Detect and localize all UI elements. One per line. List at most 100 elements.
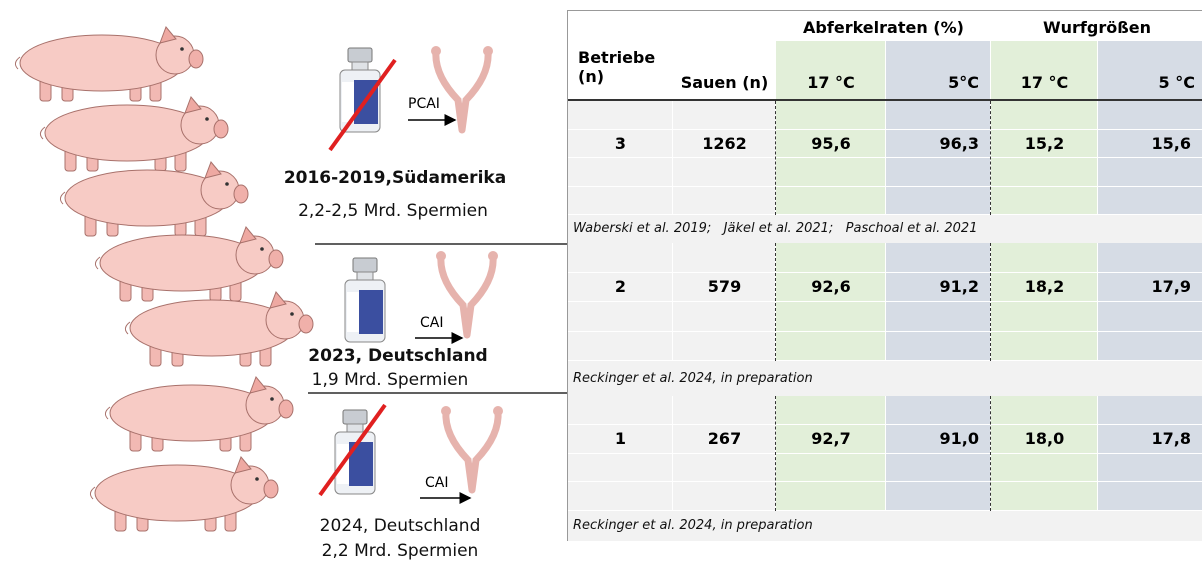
- citation: Waberski et al. 2019; Jäkel et al. 2021;…: [573, 221, 977, 236]
- table-cell: [673, 187, 776, 216]
- table-cell: [1098, 332, 1202, 362]
- table-cell: [1098, 101, 1202, 130]
- header-cell: [991, 41, 1098, 101]
- method-label: CAI: [420, 315, 443, 331]
- column-rule: [775, 243, 776, 361]
- method-label: CAI: [425, 475, 448, 491]
- table-value: 95,6: [776, 134, 886, 153]
- table-cell: [776, 396, 886, 425]
- panel-subtitle: 2,2 Mrd. Spermien: [322, 541, 479, 561]
- table-value: 3: [568, 134, 673, 153]
- table-cell: [1098, 302, 1202, 332]
- table-value: 1: [568, 429, 673, 448]
- table-cell: [1098, 396, 1202, 425]
- table-cell: [991, 482, 1098, 511]
- table-value: 17,9: [1098, 277, 1191, 296]
- table-value: 18,2: [991, 277, 1098, 296]
- group-header: Abferkelraten (%): [776, 18, 991, 37]
- column-rule: [990, 396, 991, 511]
- table-cell: [776, 302, 886, 332]
- table-cell: [991, 101, 1098, 130]
- column-header: 5°C: [886, 73, 979, 92]
- panel-subtitle: 2,2-2,5 Mrd. Spermien: [298, 201, 488, 221]
- citation: Reckinger et al. 2024, in preparation: [573, 518, 813, 533]
- table-cell: [991, 187, 1098, 216]
- header-cell: [886, 41, 991, 101]
- table-cell: [886, 302, 991, 332]
- panel-subtitle: 1,9 Mrd. Spermien: [312, 370, 469, 390]
- table-cell: [673, 243, 776, 273]
- panel-title: 2024, Deutschland: [320, 516, 481, 536]
- table-value: 15,6: [1098, 134, 1191, 153]
- data-table: Abferkelraten (%)Wurfgrößen Betriebe (n)S…: [567, 10, 1202, 541]
- table-cell: [991, 454, 1098, 483]
- table-cell: [673, 482, 776, 511]
- table-cell: [1098, 454, 1202, 483]
- table-cell: [568, 187, 673, 216]
- table-value: 92,7: [776, 429, 886, 448]
- table-cell: [776, 454, 886, 483]
- vial: [345, 258, 385, 342]
- column-header: 17 °C: [776, 73, 886, 92]
- table-cell: [673, 332, 776, 362]
- table-cell: [568, 482, 673, 511]
- table-cell: [886, 396, 991, 425]
- table-value: 92,6: [776, 277, 886, 296]
- table-cell: [673, 454, 776, 483]
- table-cell: [776, 332, 886, 362]
- table-cell: [568, 243, 673, 273]
- header-cell: [776, 41, 886, 101]
- table-value: 96,3: [886, 134, 979, 153]
- table-cell: [673, 302, 776, 332]
- table-cell: [1098, 187, 1202, 216]
- table-cell: [991, 332, 1098, 362]
- method-label: PCAI: [408, 96, 440, 112]
- table-cell: [1098, 243, 1202, 273]
- pig: [125, 292, 313, 366]
- table-cell: [991, 396, 1098, 425]
- vial: [335, 410, 375, 494]
- table-cell: [886, 332, 991, 362]
- table-cell: [776, 187, 886, 216]
- table-cell: [568, 158, 673, 187]
- table-cell: [886, 454, 991, 483]
- table-cell: [673, 396, 776, 425]
- table-cell: [776, 101, 886, 130]
- table-cell: [568, 396, 673, 425]
- column-rule: [775, 396, 776, 511]
- table-value: 15,2: [991, 134, 1098, 153]
- uterus: [441, 406, 503, 490]
- group-header: Wurfgrößen: [991, 18, 1202, 37]
- column-header: 5 °C: [1098, 73, 1195, 92]
- table-cell: [991, 158, 1098, 187]
- table-value: 267: [673, 429, 776, 448]
- table-cell: [991, 302, 1098, 332]
- column-header: Betriebe (n): [578, 48, 673, 86]
- table-value: 1262: [673, 134, 776, 153]
- table-value: 18,0: [991, 429, 1098, 448]
- panel-title: 2023, Deutschland: [308, 346, 487, 366]
- table-cell: [673, 101, 776, 130]
- pig: [15, 27, 203, 101]
- table-value: 91,2: [886, 277, 979, 296]
- table-cell: [886, 158, 991, 187]
- pig: [40, 97, 228, 171]
- table-cell: [886, 482, 991, 511]
- pig: [60, 162, 248, 236]
- table-value: 17,8: [1098, 429, 1191, 448]
- table-cell: [776, 243, 886, 273]
- table-cell: [776, 482, 886, 511]
- uterus: [436, 251, 498, 335]
- column-rule: [990, 243, 991, 361]
- column-rule: [990, 101, 991, 215]
- column-header: Sauen (n): [673, 73, 776, 92]
- table-cell: [1098, 482, 1202, 511]
- column-rule: [775, 101, 776, 215]
- table-value: 91,0: [886, 429, 979, 448]
- pig: [105, 377, 293, 451]
- column-header: 17 °C: [991, 73, 1098, 92]
- table-cell: [886, 101, 991, 130]
- pig: [90, 457, 278, 531]
- slide: PCAI 2016-2019,Südamerika 2,2-2,5 Mrd. S…: [0, 0, 1202, 565]
- table-value: 2: [568, 277, 673, 296]
